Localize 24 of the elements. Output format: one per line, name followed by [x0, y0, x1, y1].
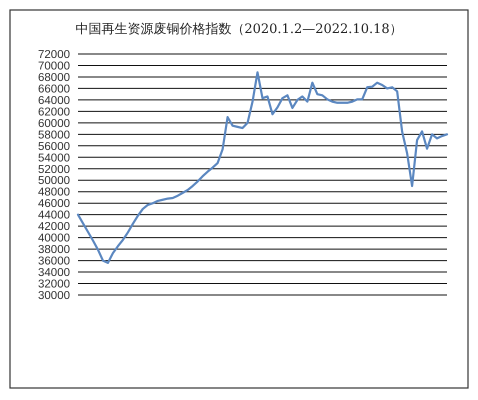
y-tick-label: 70000: [38, 60, 70, 72]
y-tick-label: 46000: [38, 198, 70, 210]
y-tick-label: 56000: [38, 140, 70, 153]
chart-title: 中国再生资源废铜价格指数（2020.1.2—2022.10.18）: [75, 22, 403, 37]
y-tick-label: 54000: [38, 152, 70, 164]
y-tick-label: 66000: [38, 83, 70, 96]
y-tick-label: 62000: [38, 106, 70, 118]
y-tick-label: 30000: [38, 290, 70, 302]
y-tick-label: 40000: [38, 232, 70, 245]
y-tick-label: 32000: [38, 278, 70, 291]
y-tick-label: 52000: [38, 164, 70, 176]
line-series: [76, 71, 448, 264]
y-tick-label: 48000: [38, 186, 70, 199]
y-tick-label: 58000: [38, 129, 70, 142]
y-tick-label: 42000: [38, 221, 70, 234]
y-tick-label: 68000: [38, 72, 70, 84]
y-tick-label: 38000: [38, 244, 70, 256]
y-tick-label: 44000: [38, 210, 70, 222]
y-tick-label: 72000: [38, 49, 70, 61]
y-tick-label: 64000: [38, 94, 70, 107]
y-tick-label: 36000: [38, 256, 70, 268]
y-tick-label: 34000: [38, 267, 70, 280]
y-tick-label: 60000: [38, 118, 70, 130]
y-tick-label: 50000: [38, 175, 70, 188]
